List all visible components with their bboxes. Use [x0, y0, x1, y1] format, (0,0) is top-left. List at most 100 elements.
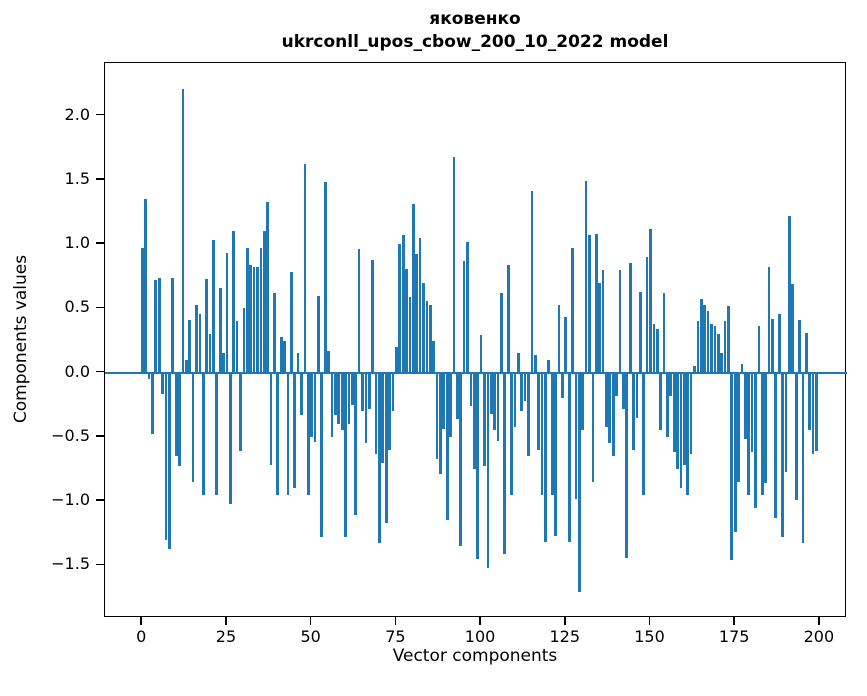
bar-186 [771, 318, 774, 373]
bar-80 [411, 204, 415, 373]
bar-137 [605, 372, 608, 427]
bar-177 [740, 363, 744, 373]
chart-title-line1: яковенко [429, 9, 521, 29]
y-tick-label: −1.0 [51, 490, 90, 510]
bar-165 [699, 299, 703, 373]
bar-162 [689, 372, 693, 454]
bar-21 [212, 240, 215, 373]
bar-51 [313, 372, 317, 442]
bar-0 [140, 248, 144, 373]
bar-160 [683, 372, 686, 466]
bar-194 [798, 319, 801, 373]
bar-50 [310, 372, 314, 437]
bar-111 [517, 353, 520, 373]
chart-title: яковенко ukrconll_upos_cbow_200_10_2022 … [104, 8, 846, 54]
bar-107 [503, 372, 507, 554]
bar-157 [672, 372, 676, 453]
bar-169 [713, 326, 717, 373]
bar-179 [747, 372, 751, 495]
bar-163 [693, 366, 696, 373]
bar-27 [232, 231, 236, 373]
bar-69 [374, 372, 378, 454]
bar-36 [262, 231, 266, 373]
bar-61 [347, 372, 351, 424]
bar-1 [144, 199, 147, 373]
x-tick-mark [479, 617, 481, 625]
bar-83 [422, 282, 425, 373]
bar-41 [279, 336, 283, 373]
bar-44 [289, 272, 293, 373]
bar-134 [594, 233, 598, 373]
bar-52 [317, 295, 320, 373]
bar-96 [466, 241, 469, 373]
bar-166 [703, 304, 707, 373]
bar-191 [788, 215, 791, 373]
bar-6 [161, 372, 164, 395]
bar-131 [584, 181, 588, 373]
bar-159 [679, 372, 683, 489]
bar-68 [371, 259, 374, 373]
bar-123 [557, 304, 561, 373]
y-tick-mark [96, 242, 104, 244]
bar-29 [239, 372, 242, 451]
bar-66 [364, 372, 368, 444]
bar-93 [456, 372, 459, 419]
bar-79 [408, 296, 412, 373]
y-axis-label: Components values [11, 254, 31, 424]
zero-baseline [105, 371, 847, 374]
x-tick-mark [225, 617, 227, 625]
bar-108 [506, 264, 510, 373]
bar-3 [151, 372, 154, 435]
bar-175 [733, 372, 737, 532]
bar-197 [808, 372, 812, 431]
bar-180 [750, 372, 754, 453]
bar-81 [415, 254, 419, 373]
bar-132 [588, 235, 591, 373]
bar-140 [615, 372, 618, 396]
plot-area [104, 62, 847, 617]
bar-5 [157, 277, 161, 373]
bar-106 [500, 292, 503, 373]
x-tick-label: 175 [718, 627, 750, 646]
bar-124 [561, 372, 564, 399]
bar-135 [598, 282, 601, 373]
bar-153 [659, 372, 662, 431]
bar-183 [760, 372, 764, 495]
bar-172 [723, 321, 727, 373]
bar-167 [706, 310, 710, 373]
bar-64 [357, 249, 361, 373]
bar-95 [462, 260, 466, 373]
bar-119 [544, 372, 547, 543]
bar-104 [493, 372, 496, 431]
bar-147 [638, 291, 642, 373]
bar-122 [554, 372, 557, 536]
bar-103 [489, 372, 493, 414]
bar-181 [754, 372, 757, 508]
bar-129 [577, 372, 581, 593]
bar-86 [432, 340, 435, 373]
bar-7 [164, 372, 168, 540]
x-tick-label: 0 [136, 627, 147, 646]
bar-39 [273, 292, 276, 373]
bar-90 [445, 372, 449, 521]
bar-43 [286, 372, 290, 495]
bar-8 [168, 372, 171, 549]
bar-155 [666, 372, 669, 437]
bar-40 [276, 372, 280, 495]
bar-148 [642, 372, 646, 495]
bar-17 [198, 313, 202, 373]
bar-38 [269, 372, 273, 466]
bar-71 [381, 372, 385, 463]
bar-146 [635, 372, 639, 418]
bar-94 [459, 372, 463, 547]
bar-25 [225, 253, 229, 373]
bar-89 [442, 372, 446, 430]
bar-91 [449, 372, 452, 437]
bar-76 [398, 244, 402, 373]
bar-151 [652, 323, 656, 373]
bar-149 [645, 256, 649, 373]
y-tick-mark [96, 499, 104, 501]
chart-title-line2: ukrconll_upos_cbow_200_10_2022 model [281, 32, 669, 52]
bar-31 [245, 248, 249, 373]
x-tick-mark [648, 617, 651, 625]
